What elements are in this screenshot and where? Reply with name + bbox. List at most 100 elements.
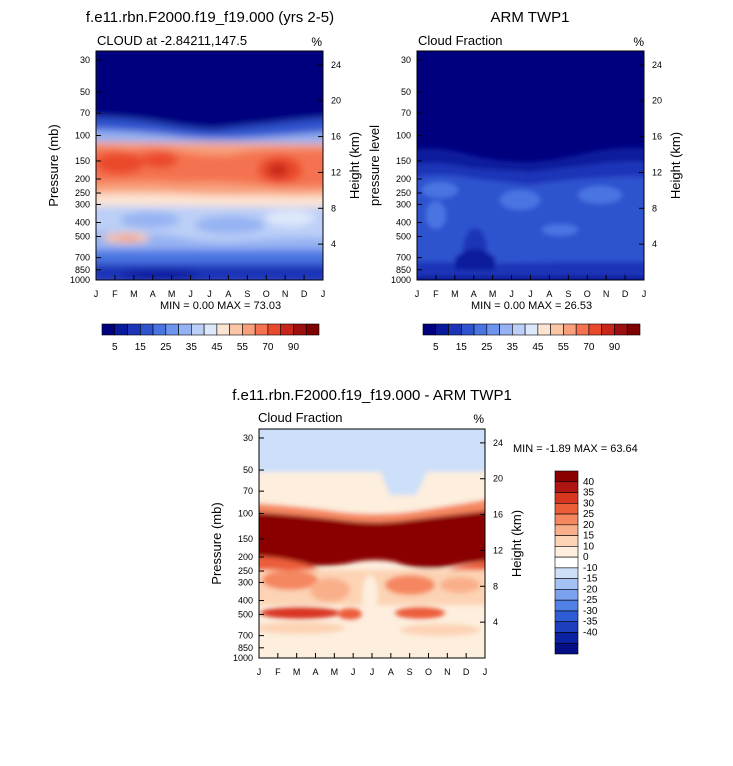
colorbar-swatch (554, 599, 579, 612)
colorbar-swatch (554, 535, 579, 547)
month-tick-label: M (130, 289, 138, 299)
colorbar-swatch (554, 642, 579, 655)
month-tick-label: J (351, 667, 356, 677)
colorbar-swatch (165, 323, 179, 336)
pressure-tick-label: 100 (75, 131, 90, 141)
panel-model-colorbar: 5 15 25 35 45 55 70 90 (101, 323, 320, 353)
colorbar-label: 10 (583, 541, 595, 552)
month-tick-label: M (489, 289, 497, 299)
colorbar-swatch (554, 589, 579, 601)
panel-model: f.e11.rbn.F2000.f19_f19.000 (yrs 2-5) CL… (46, 9, 362, 353)
pressure-tick-label: 250 (238, 566, 253, 576)
height-tick-label: 8 (493, 581, 498, 591)
month-tick-label: S (407, 667, 413, 677)
pressure-tick-label: 400 (396, 218, 411, 228)
colorbar-swatch (203, 323, 218, 336)
panel-diff: f.e11.rbn.F2000.f19_f19.000 - ARM TWP1 C… (209, 387, 638, 677)
colorbar-label: 25 (481, 342, 493, 353)
pressure-tick-label: 100 (396, 131, 411, 141)
colorbar-label: 90 (288, 342, 300, 353)
pressure-tick-label: 200 (238, 552, 253, 562)
pressure-tick-label: 850 (396, 265, 411, 275)
colorbar-label: 15 (456, 342, 468, 353)
pressure-tick-label: 250 (396, 188, 411, 198)
pressure-tick-label: 500 (396, 232, 411, 242)
pressure-tick-label: 1000 (70, 275, 90, 285)
month-tick-label: J (415, 289, 420, 299)
colorbar-label: 55 (237, 342, 249, 353)
panel-diff-variable-label: Cloud Fraction (258, 410, 343, 425)
pressure-tick-label: 200 (75, 174, 90, 184)
panel-diff-contours (259, 429, 485, 658)
colorbar-label: -20 (583, 584, 598, 595)
colorbar-label: 35 (186, 342, 198, 353)
height-tick-label: 8 (652, 203, 657, 213)
panel-obs-stats: MIN = 0.00 MAX = 26.53 (471, 300, 592, 312)
pressure-tick-label: 700 (396, 253, 411, 263)
month-tick-label: J (257, 667, 262, 677)
colorbar-label: 20 (583, 520, 595, 531)
colorbar-swatch (460, 323, 475, 336)
colorbar-swatch (554, 578, 579, 590)
height-tick-label: 16 (331, 132, 341, 142)
colorbar-label: -15 (583, 574, 598, 585)
height-tick-label: 16 (493, 510, 503, 520)
height-tick-label: 24 (652, 60, 662, 70)
colorbar-swatch (537, 323, 551, 336)
colorbar-label: 55 (558, 342, 570, 353)
month-tick-label: A (546, 289, 552, 299)
pressure-tick-label: 50 (80, 87, 90, 97)
month-tick-label: F (112, 289, 118, 299)
month-tick-label: J (528, 289, 533, 299)
panel-diff-units: % (473, 412, 484, 426)
height-tick-label: 4 (331, 239, 336, 249)
colorbar-label: 5 (433, 342, 439, 353)
pressure-tick-label: 150 (75, 156, 90, 166)
height-tick-label: 20 (493, 474, 503, 484)
month-tick-label: D (463, 667, 470, 677)
colorbar-swatch (101, 323, 116, 336)
colorbar-swatch (127, 323, 141, 336)
colorbar-label: 35 (507, 342, 519, 353)
colorbar-label: -25 (583, 595, 598, 606)
panel-model-units: % (311, 35, 322, 49)
colorbar-swatch (550, 323, 564, 336)
colorbar-label: -35 (583, 617, 598, 628)
pressure-tick-label: 400 (75, 218, 90, 228)
colorbar-swatch (267, 323, 282, 336)
colorbar-swatch (575, 323, 590, 336)
pressure-tick-label: 30 (401, 55, 411, 65)
colorbar-swatch (305, 323, 320, 336)
panel-model-location-label: CLOUD at -2.84211,147.5 (97, 33, 247, 48)
colorbar-label: 30 (583, 498, 595, 509)
panel-model-stats: MIN = 0.00 MAX = 73.03 (160, 300, 281, 312)
pressure-tick-label: 700 (238, 631, 253, 641)
month-tick-label: M (331, 667, 339, 677)
pressure-tick-label: 400 (238, 596, 253, 606)
height-tick-label: 8 (331, 203, 336, 213)
height-tick-label: 20 (331, 96, 341, 106)
month-tick-label: S (244, 289, 250, 299)
pressure-axis-title: pressure level (367, 125, 382, 206)
colorbar-swatch (554, 470, 579, 483)
pressure-tick-label: 70 (401, 108, 411, 118)
pressure-tick-label: 70 (243, 486, 253, 496)
panel-obs-contours (417, 51, 644, 280)
colorbar-swatch (473, 323, 488, 336)
colorbar-swatch (554, 621, 579, 633)
month-tick-label: M (293, 667, 301, 677)
month-tick-label: A (312, 667, 318, 677)
colorbar-label: 0 (583, 552, 589, 563)
colorbar-swatch (554, 481, 579, 493)
colorbar-swatch (114, 323, 128, 336)
colorbar-swatch (486, 323, 500, 336)
colorbar-swatch (242, 323, 256, 336)
colorbar-swatch (512, 323, 526, 336)
height-tick-label: 12 (331, 167, 341, 177)
height-tick-label: 12 (652, 167, 662, 177)
pressure-tick-label: 1000 (233, 653, 253, 663)
pressure-axis-title: Pressure (mb) (46, 124, 61, 206)
height-axis-title: Height (km) (347, 132, 362, 199)
